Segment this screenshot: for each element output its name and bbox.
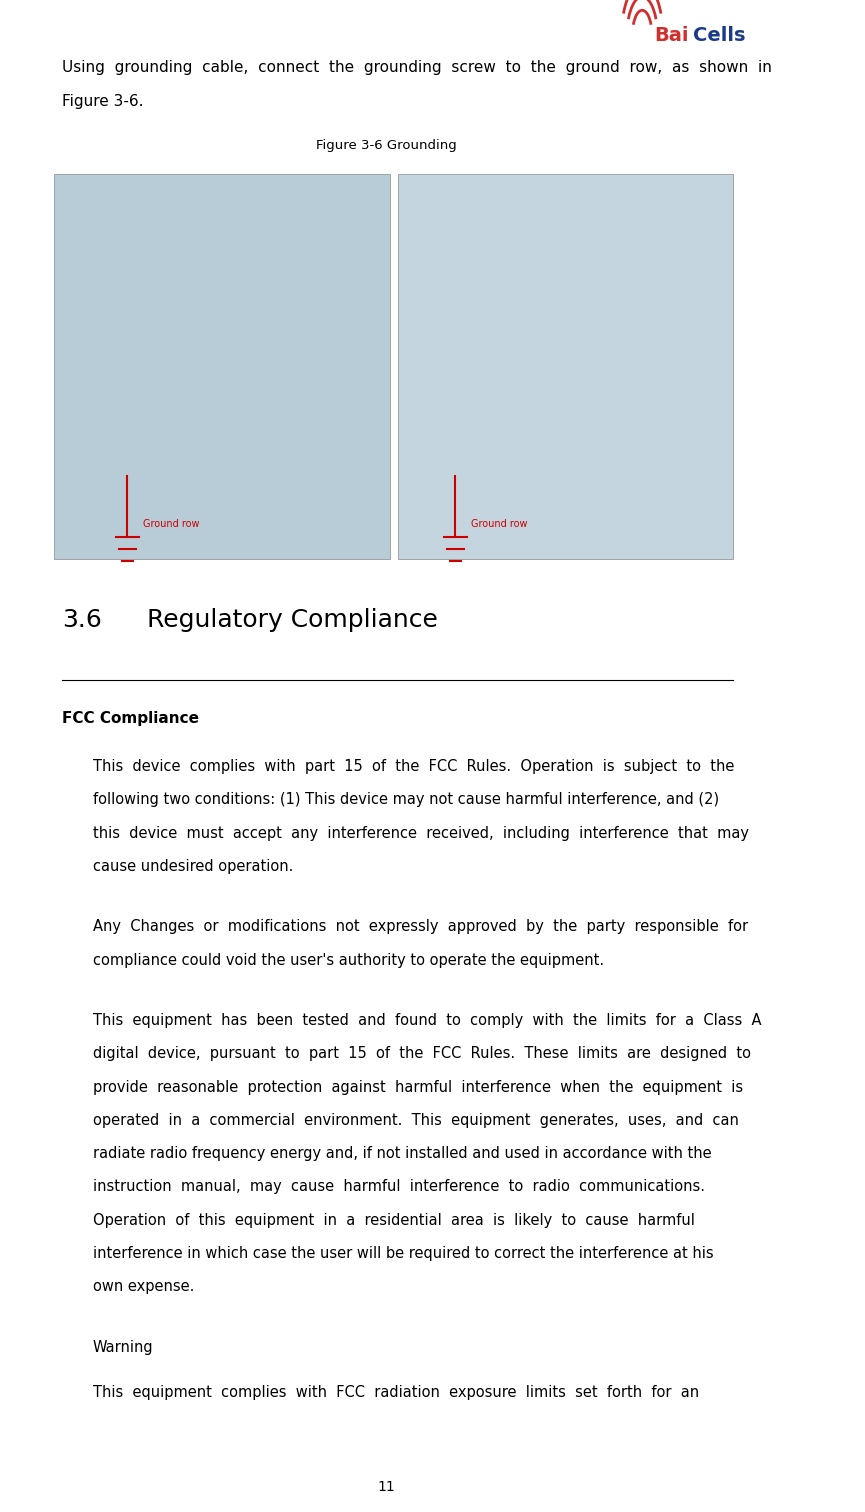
Text: Operation  of  this  equipment  in  a  residential  area  is  likely  to  cause : Operation of this equipment in a residen… (93, 1213, 695, 1228)
FancyBboxPatch shape (54, 174, 390, 559)
Text: Bai: Bai (655, 26, 689, 45)
Text: Ground row: Ground row (471, 519, 528, 529)
Text: This  equipment  has  been  tested  and  found  to  comply  with  the  limits  f: This equipment has been tested and found… (93, 1013, 761, 1028)
Text: Cells: Cells (693, 26, 746, 45)
Text: this  device  must  accept  any  interference  received,  including  interferenc: this device must accept any interference… (93, 826, 748, 841)
Text: interference in which case the user will be required to correct the interference: interference in which case the user will… (93, 1246, 714, 1261)
Text: following two conditions: (1) This device may not cause harmful interference, an: following two conditions: (1) This devic… (93, 792, 719, 807)
Text: Using  grounding  cable,  connect  the  grounding  screw  to  the  ground  row, : Using grounding cable, connect the groun… (61, 60, 772, 76)
Text: provide  reasonable  protection  against  harmful  interference  when  the  equi: provide reasonable protection against ha… (93, 1080, 743, 1095)
Text: own expense.: own expense. (93, 1279, 194, 1294)
Text: digital  device,  pursuant  to  part  15  of  the  FCC  Rules.  These  limits  a: digital device, pursuant to part 15 of t… (93, 1046, 751, 1061)
Text: Figure 3-6 Grounding: Figure 3-6 Grounding (316, 139, 457, 153)
Text: This  equipment  complies  with  FCC  radiation  exposure  limits  set  forth  f: This equipment complies with FCC radiati… (93, 1385, 699, 1400)
Text: compliance could void the user's authority to operate the equipment.: compliance could void the user's authori… (93, 953, 604, 968)
Text: Regulatory Compliance: Regulatory Compliance (147, 608, 438, 632)
Text: radiate radio frequency energy and, if not installed and used in accordance with: radiate radio frequency energy and, if n… (93, 1146, 711, 1161)
Text: Ground row: Ground row (143, 519, 199, 529)
Text: FCC Compliance: FCC Compliance (61, 711, 199, 726)
Text: This  device  complies  with  part  15  of  the  FCC  Rules.  Operation  is  sub: This device complies with part 15 of the… (93, 759, 734, 774)
Text: 3.6: 3.6 (61, 608, 101, 632)
Text: Warning: Warning (93, 1340, 153, 1355)
Text: Any  Changes  or  modifications  not  expressly  approved  by  the  party  respo: Any Changes or modifications not express… (93, 919, 747, 934)
FancyBboxPatch shape (398, 174, 734, 559)
Text: instruction  manual,  may  cause  harmful  interference  to  radio  communicatio: instruction manual, may cause harmful in… (93, 1179, 705, 1194)
Text: 11: 11 (377, 1480, 394, 1494)
Text: operated  in  a  commercial  environment.  This  equipment  generates,  uses,  a: operated in a commercial environment. Th… (93, 1113, 739, 1128)
Text: Figure 3-6.: Figure 3-6. (61, 94, 144, 109)
Text: cause undesired operation.: cause undesired operation. (93, 859, 293, 874)
